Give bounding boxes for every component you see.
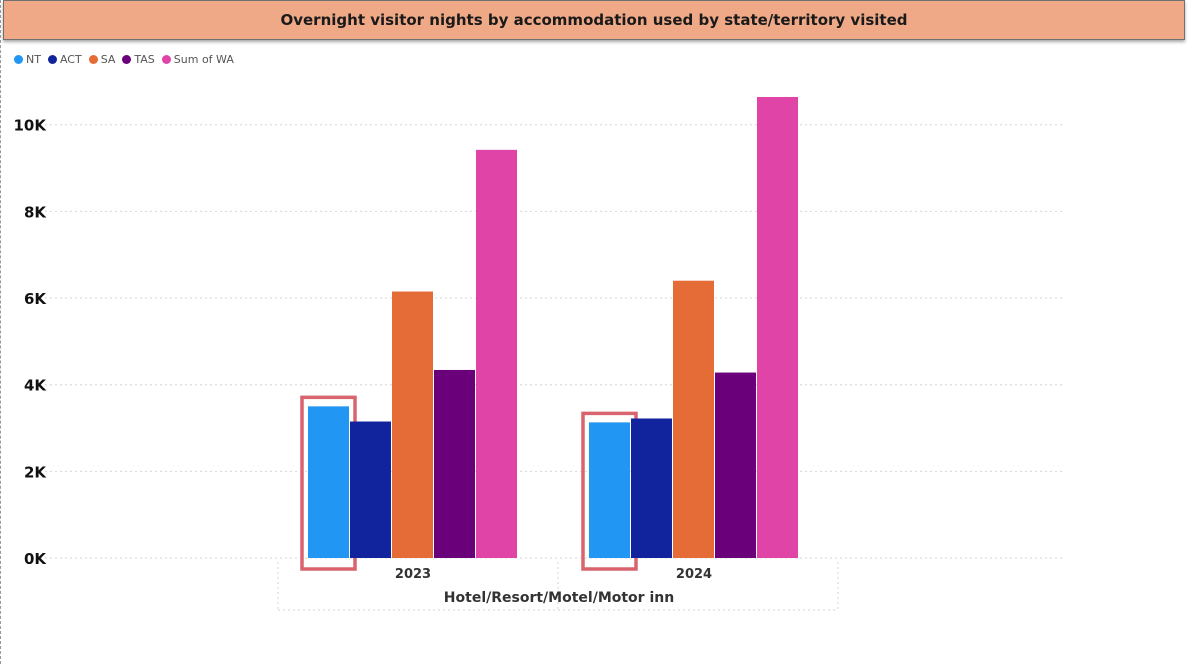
legend-item-sa[interactable]: SA [88,53,116,66]
legend-item-tas[interactable]: TAS [122,53,155,66]
chart-title-bar: Overnight visitor nights by accommodatio… [3,0,1185,40]
x-axis-title: Hotel/Resort/Motel/Motor inn [444,590,674,606]
y-tick-label: 2K [24,463,47,481]
legend-label: TAS [134,53,155,66]
legend-item-nt[interactable]: NT [14,53,41,66]
y-tick-label: 4K [24,377,47,395]
bar-sum-of-wa-2024 [757,97,798,558]
legend-swatch [161,55,171,64]
legend-label: Sum of WA [173,53,234,66]
bar-sa-2024 [673,280,714,558]
legend-swatch [14,55,23,64]
legend-label: SA [100,53,116,66]
y-tick-label: 0K [24,550,47,568]
bar-sa-2023 [392,291,433,558]
left-edge-divider [0,0,1,664]
legend-swatch [122,55,132,64]
legend[interactable]: NT ACT SA TAS Sum of WA [14,53,234,66]
legend-label: ACT [59,53,82,66]
y-tick-label: 6K [24,290,47,308]
bar-tas-2023 [434,369,475,558]
chart-title: Overnight visitor nights by accommodatio… [280,11,908,29]
bar-nt-2023 [308,406,349,558]
bar-sum-of-wa-2023 [476,149,517,559]
y-tick-label: 10K [14,117,48,135]
legend-swatch [88,55,98,64]
bar-act-2023 [350,421,391,558]
x-tick-label: 2023 [395,567,431,582]
x-tick-label: 2024 [676,567,712,582]
legend-swatch [47,55,57,64]
bar-nt-2024 [589,422,630,558]
y-tick-label: 8K [24,203,47,221]
legend-label: NT [26,53,41,66]
legend-item-act[interactable]: ACT [47,53,82,66]
legend-item-sum-of-wa[interactable]: Sum of WA [161,53,234,66]
bar-act-2024 [631,418,672,558]
bar-tas-2024 [715,372,756,558]
